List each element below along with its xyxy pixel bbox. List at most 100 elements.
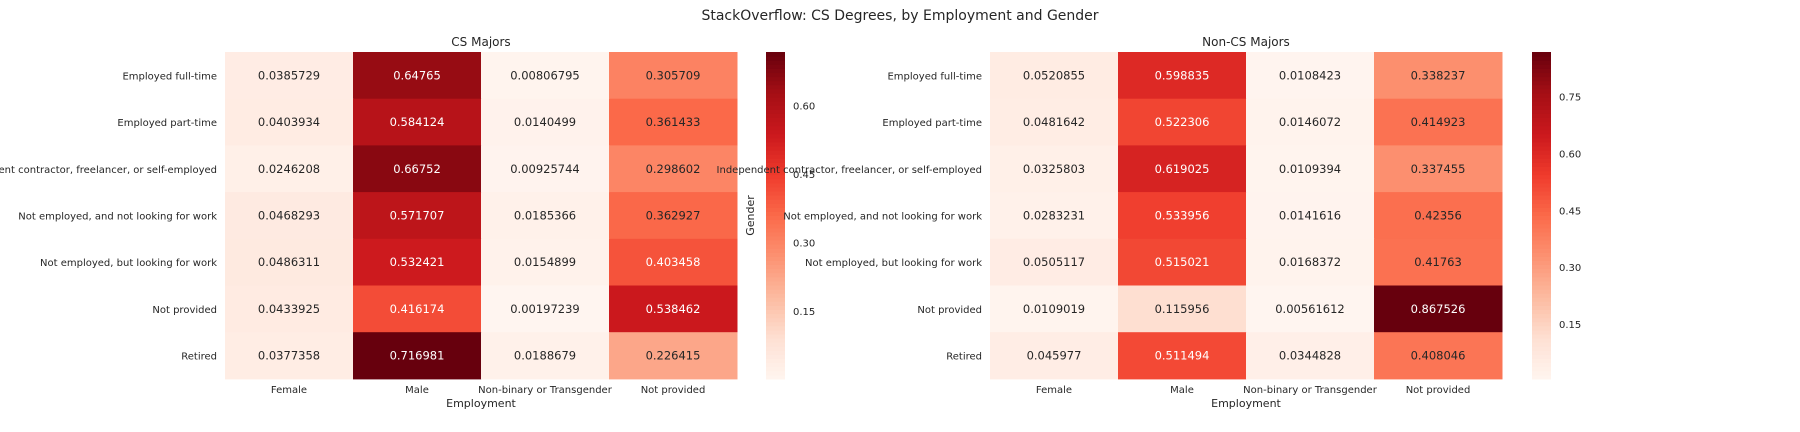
colorbar-segment [766,68,785,74]
colorbar-segment [766,284,785,290]
colorbar-segment [766,92,785,98]
heatmap-cell [353,238,482,286]
colorbar-segment [766,64,785,69]
colorbar-segment [766,96,785,102]
colorbar-segment [766,321,785,327]
colorbar-segment [766,137,785,143]
colorbar-segment [1532,284,1551,290]
heatmap-cell [1246,145,1375,193]
colorbar-tick-label: 0.30 [1559,263,1581,274]
y-tick-label: Retired [181,352,217,363]
y-tick-label: Not employed, and not looking for work [18,211,217,222]
heatmap-cell [353,52,482,100]
heatmap-cell [481,145,610,193]
colorbar-segment [1532,264,1551,270]
colorbar-segment [1532,235,1551,241]
colorbar-segment [766,84,785,90]
colorbar-segment [1532,333,1551,339]
heatmap-cell [609,98,738,146]
colorbar-segment [766,133,785,139]
colorbar-segment [766,350,785,355]
heatmap-panel-2: Non-CS Majors 0.0520855 0.598835 0.0108423 0… [717,35,1582,410]
colorbar-segment [1532,101,1551,106]
colorbar-segment [1532,223,1551,229]
colorbar-segment [766,145,785,151]
x-tick-label: Not provided [641,385,706,396]
cell-value-label: 0.115956 [1155,302,1210,316]
colorbar-segment [1532,60,1551,65]
colorbar-segment [766,158,785,163]
colorbar-segment [766,342,785,347]
heatmap-panels: CS Majors 0.0385729 0.64765 0.00806795 0.305… [0,35,1581,410]
colorbar-segment [1532,80,1551,86]
colorbar-segment [766,293,785,298]
colorbar-tick-label: 0.45 [1559,206,1581,217]
colorbar-segment [766,317,785,323]
y-tick-label: Not employed, but looking for work [40,258,217,269]
colorbar-segment [1532,145,1551,151]
colorbar-segment [766,309,785,315]
colorbar-segment [766,109,785,114]
colorbar-segment [1532,117,1551,123]
cell-value-label: 0.0108423 [1279,68,1341,82]
colorbar-segment [766,178,785,184]
y-tick-label: Not provided [917,305,982,316]
colorbar-tick-label: 0.75 [1559,93,1581,104]
cell-value-label: 0.0505117 [1023,255,1085,269]
colorbar-segment [766,203,785,208]
colorbar-segment [1532,141,1551,147]
colorbar-segment [766,56,785,61]
colorbar-segment [766,370,785,376]
heatmap-cell [225,192,354,240]
cell-value-label: 0.00925744 [510,162,580,176]
colorbar-segment [766,80,785,86]
heatmap-cell [1118,285,1247,333]
colorbar-segment [1532,109,1551,114]
colorbar-segment [1532,252,1551,257]
colorbar-segment [766,289,785,294]
cell-value-label: 0.0154899 [514,255,576,269]
colorbar-segment [1532,133,1551,139]
colorbar-segment [766,260,785,266]
colorbar-segment [1532,219,1551,225]
colorbar-segment [1532,317,1551,323]
colorbar-segment [1532,289,1551,294]
colorbar-segment [1532,301,1551,306]
colorbar-segment [766,199,785,204]
x-tick-label: Non-binary or Transgender [1243,385,1378,396]
heatmap-cell [1374,238,1503,286]
colorbar-segment [1532,166,1551,172]
colorbar-segment [1532,244,1551,249]
heatmap-cell [990,145,1119,193]
panel-title: Non-CS Majors [1202,35,1290,49]
colorbar-segment [1532,178,1551,184]
colorbar-segment [1532,199,1551,204]
cell-value-label: 0.0325803 [1023,162,1085,176]
x-tick-label: Female [1036,385,1072,396]
cell-value-label: 0.867526 [1411,302,1466,316]
cell-value-label: 0.0140499 [514,115,576,129]
colorbar-segment [1532,190,1551,196]
colorbar-segment [1532,92,1551,98]
colorbar-segment [1532,170,1551,176]
colorbar-segment [766,239,785,245]
colorbar-segment [766,280,785,286]
heatmap-panel-1: CS Majors 0.0385729 0.64765 0.00806795 0.305… [0,35,815,410]
heatmap-cell [225,238,354,286]
colorbar-segment [766,252,785,257]
colorbar-segment [1532,268,1551,274]
heatmap-cell [990,98,1119,146]
heatmap-cell [1374,285,1503,333]
heatmap-cell [481,98,610,146]
colorbar-segment [766,272,785,278]
colorbar-segment [1532,64,1551,69]
colorbar-segment [1532,129,1551,135]
cell-value-label: 0.64765 [393,68,441,82]
y-tick-label: Not employed, but looking for work [805,258,982,269]
heatmap-cell [609,238,738,286]
colorbar-segment [766,248,785,253]
colorbar-segment [1532,256,1551,261]
colorbar-segment [1532,195,1551,200]
cell-value-label: 0.361433 [646,115,701,129]
colorbar-segment [1532,121,1551,127]
